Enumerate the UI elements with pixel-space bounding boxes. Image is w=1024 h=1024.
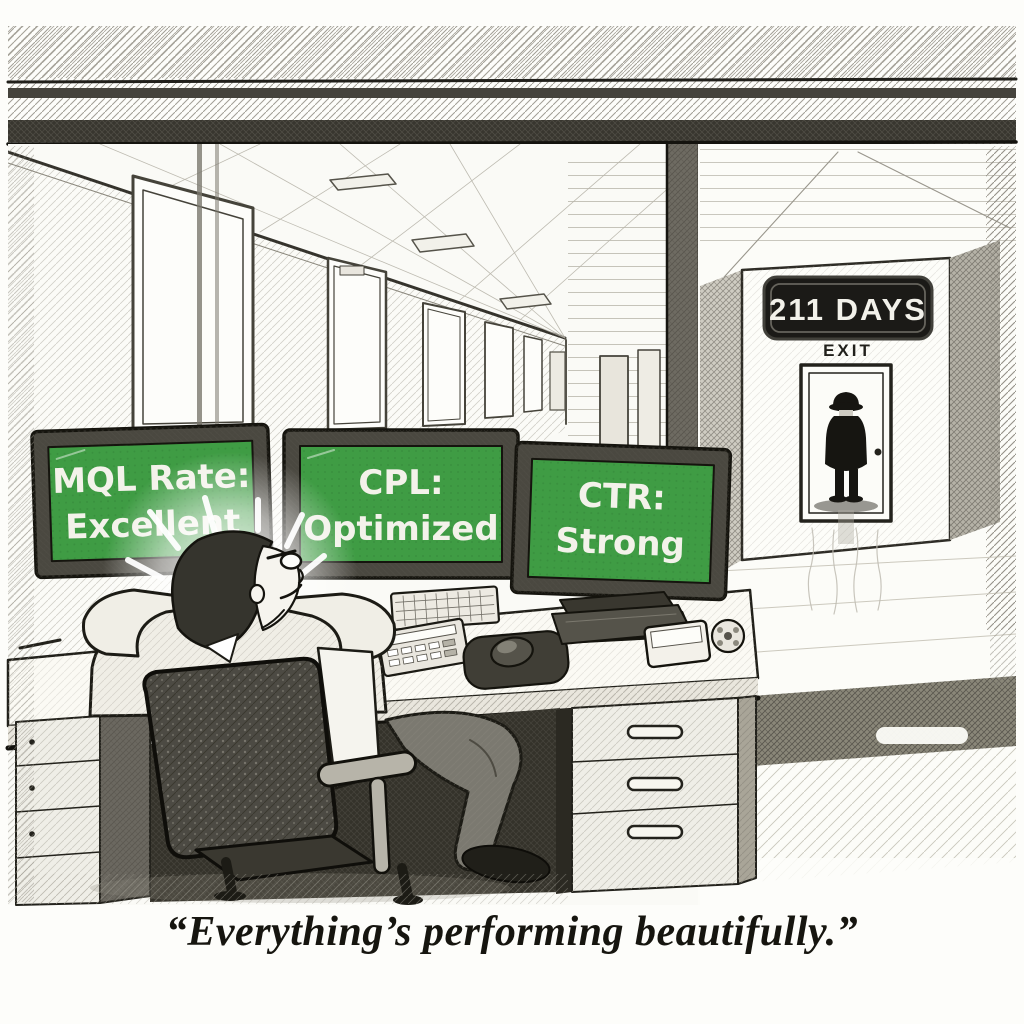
drawer-handle <box>626 776 684 792</box>
figure-leg <box>835 469 844 497</box>
corridor-door-frames <box>131 174 543 434</box>
drawer-handle <box>626 724 684 740</box>
glass-mullion-thin <box>197 144 202 604</box>
doorknob <box>874 448 882 456</box>
exit-label: EXIT <box>823 341 873 360</box>
figure-face <box>839 410 853 416</box>
mousepad <box>462 630 570 690</box>
countdown-sign: 211 DAYS <box>762 275 934 341</box>
glasses-temple <box>266 549 297 560</box>
glow-rays <box>125 495 327 581</box>
exit-door <box>799 363 893 523</box>
desk-items <box>18 585 746 690</box>
header-beam <box>6 26 1018 146</box>
man-nose <box>297 568 304 585</box>
far-doorway <box>637 349 661 451</box>
monitor-2: CPL: Optimized <box>282 428 520 580</box>
monitor-2-line1: CPL: <box>358 463 443 503</box>
floor-reflections <box>807 527 882 615</box>
figure-shadow <box>814 499 878 513</box>
tablet-screen <box>650 625 703 649</box>
glasses-lens <box>279 552 303 570</box>
hat-brim <box>829 402 863 412</box>
man-right-arm <box>264 592 397 662</box>
man-ear <box>248 583 266 605</box>
monitor-3-line2: Strong <box>555 521 686 565</box>
man-jaw <box>261 609 285 629</box>
figure-leg <box>849 469 858 497</box>
keyboard <box>389 585 501 631</box>
door-placard <box>339 265 365 276</box>
armrest-support <box>368 776 391 875</box>
shirt-collar <box>205 633 239 663</box>
round-gadget <box>710 618 746 654</box>
floor-highlight <box>876 727 968 744</box>
figure-coat <box>825 416 867 471</box>
figure-at-exit <box>814 392 878 544</box>
caption: “Everything’s performing beautifully.” <box>165 909 859 955</box>
monitor-3-line1: CTR: <box>577 476 666 519</box>
glass-mullion-thin <box>215 144 219 604</box>
monitor-3: CTR: Strong <box>509 440 733 602</box>
right-drawer-pedestal <box>556 695 757 894</box>
far-doorway <box>599 355 629 449</box>
man-smile <box>279 583 303 600</box>
figure-foot <box>829 495 847 503</box>
left-drawer-pedestal <box>15 709 151 906</box>
countdown-sign-text: 211 DAYS <box>769 292 927 327</box>
drawer-handle <box>626 824 684 840</box>
figure-reflection <box>838 510 854 544</box>
chair-back <box>142 656 339 860</box>
ceiling-light-panels <box>329 173 552 310</box>
figure-foot <box>845 495 863 503</box>
tablet <box>643 619 712 669</box>
calculator <box>376 617 470 678</box>
hat-crown <box>833 392 859 406</box>
hallway-ceiling <box>700 148 1016 242</box>
chair-armrest <box>316 750 418 788</box>
panel-edge-hatching <box>8 146 1016 904</box>
